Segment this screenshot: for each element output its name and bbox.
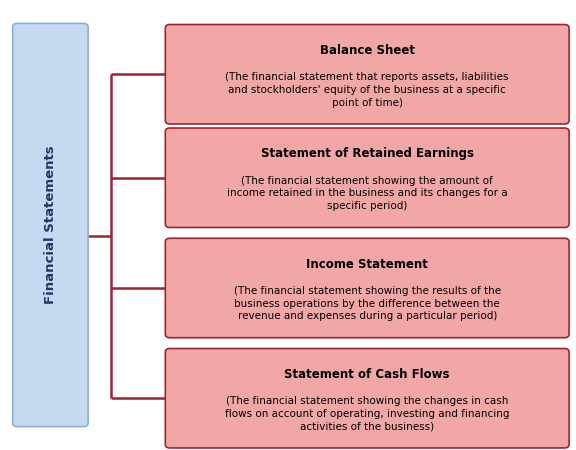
FancyBboxPatch shape: [165, 128, 569, 228]
Text: Financial Statements: Financial Statements: [44, 146, 57, 304]
FancyBboxPatch shape: [165, 238, 569, 338]
Text: Balance Sheet: Balance Sheet: [320, 44, 415, 57]
Text: (The financial statement showing the changes in cash
flows on account of operati: (The financial statement showing the cha…: [225, 396, 509, 432]
Text: (The financial statement showing the results of the
business operations by the d: (The financial statement showing the res…: [234, 286, 501, 321]
Text: Statement of Cash Flows: Statement of Cash Flows: [285, 368, 450, 381]
FancyBboxPatch shape: [165, 25, 569, 124]
Text: Statement of Retained Earnings: Statement of Retained Earnings: [261, 147, 473, 160]
Text: (The financial statement that reports assets, liabilities
and stockholders' equi: (The financial statement that reports as…: [225, 72, 509, 108]
Text: (The financial statement showing the amount of
income retained in the business a: (The financial statement showing the amo…: [227, 176, 507, 211]
FancyBboxPatch shape: [165, 348, 569, 448]
Text: Income Statement: Income Statement: [306, 257, 428, 270]
FancyBboxPatch shape: [13, 23, 88, 427]
